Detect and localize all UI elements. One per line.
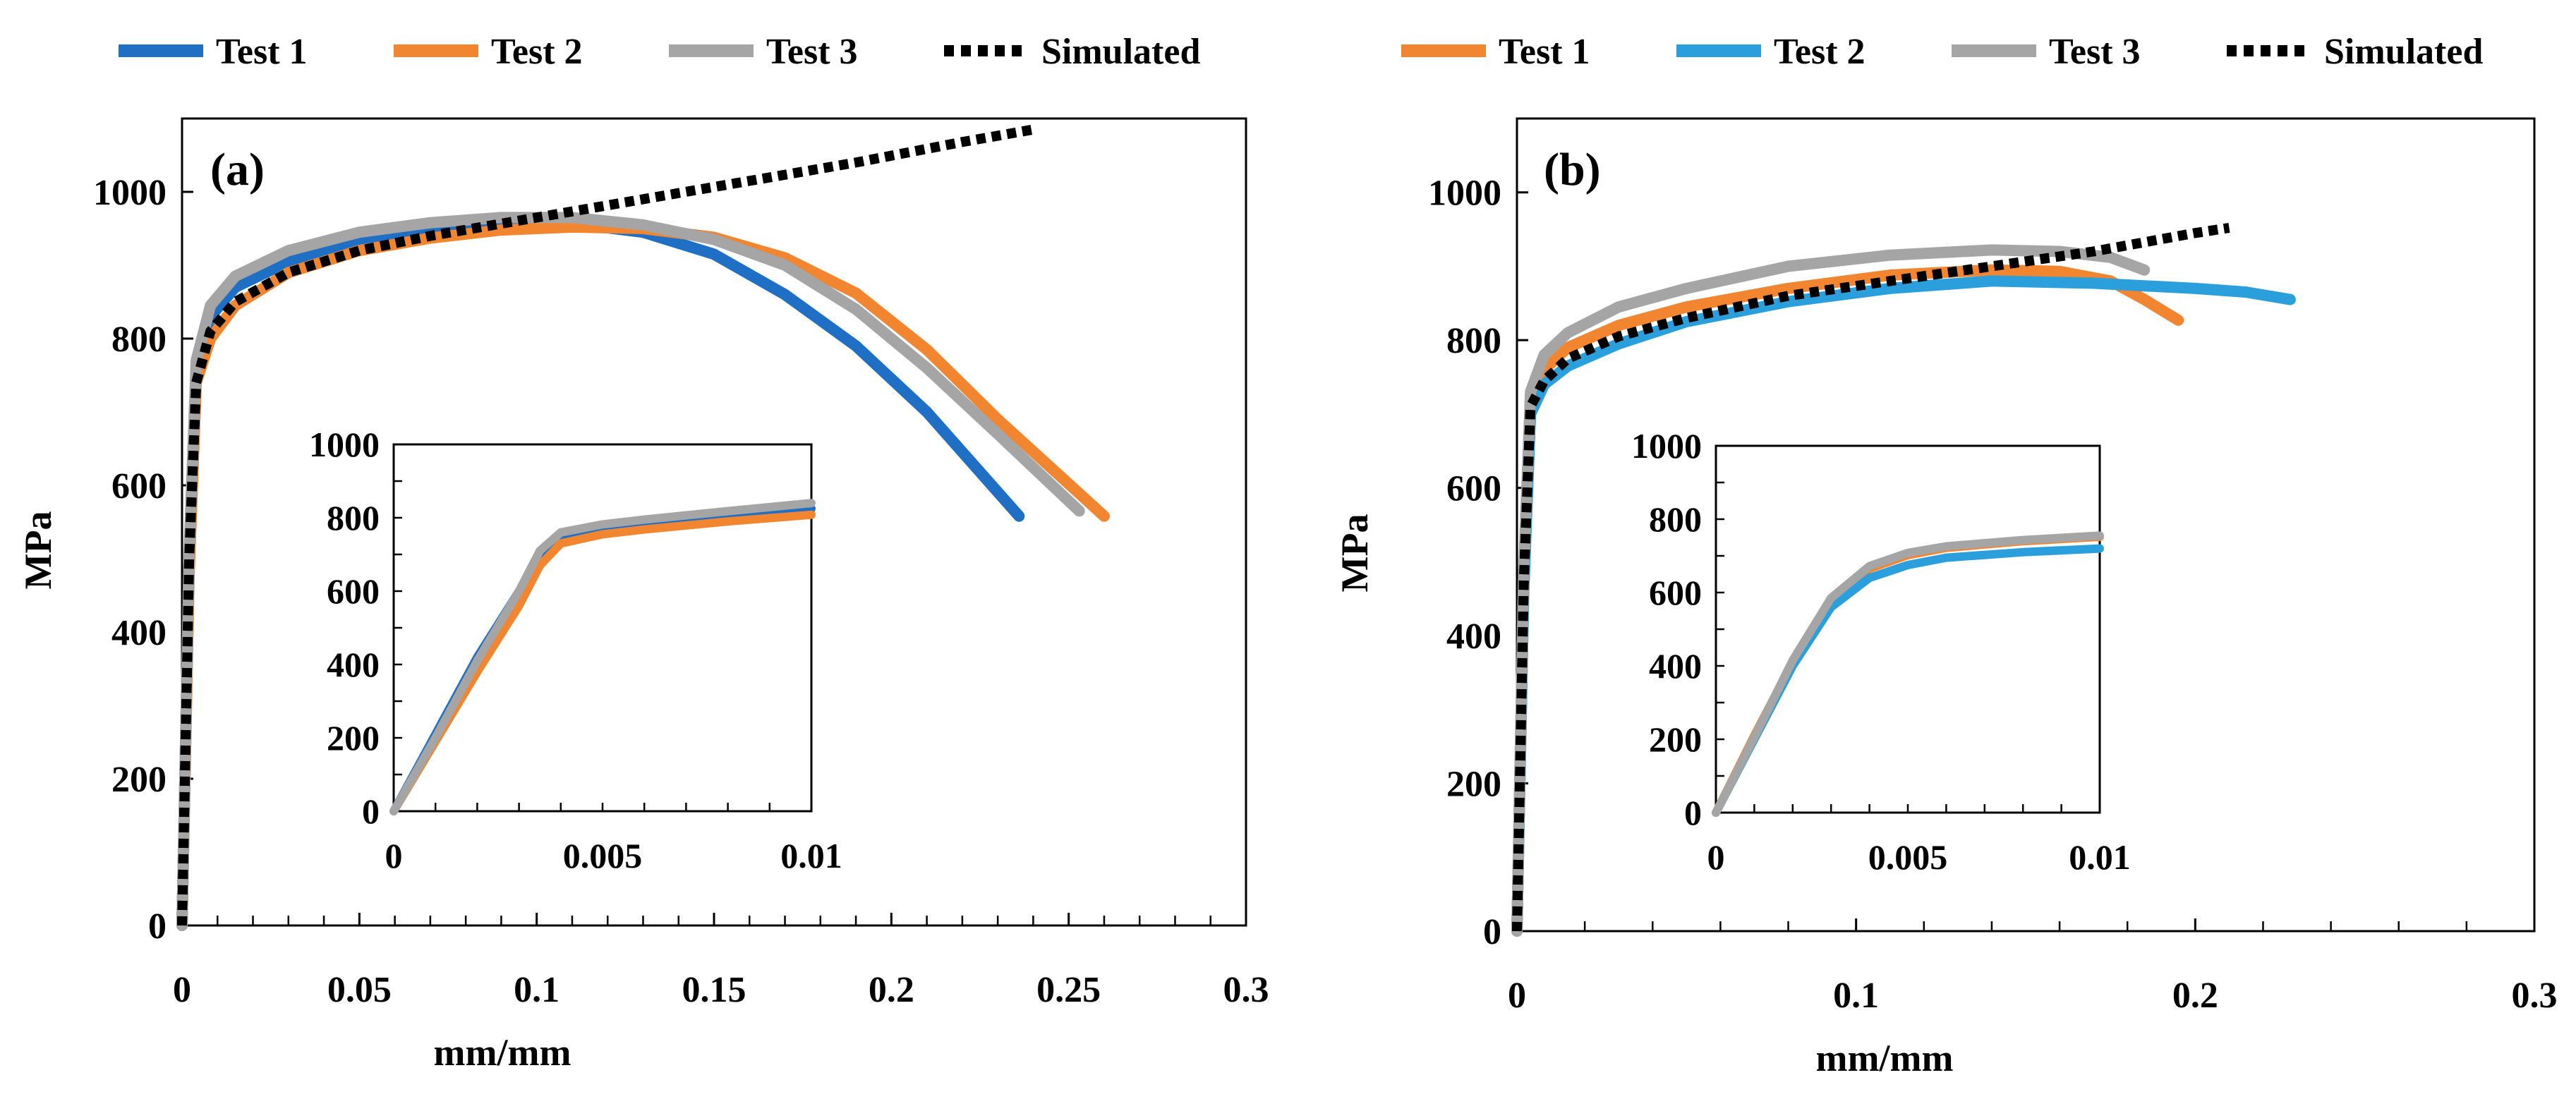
legend-label: Test 2 bbox=[1774, 32, 1866, 72]
legend-label: Simulated bbox=[2324, 32, 2483, 72]
plot-frame bbox=[1516, 117, 2536, 933]
y-tick-label: 1000 bbox=[93, 173, 167, 213]
inset-x-tick-label: 0.01 bbox=[780, 836, 842, 875]
inset-y-tick-label: 800 bbox=[327, 498, 380, 538]
inset-x-tick-label: 0.01 bbox=[2069, 837, 2131, 877]
inset-frame bbox=[392, 443, 813, 813]
inset-y-tick-label: 200 bbox=[1649, 720, 1702, 759]
x-tick-label: 0.2 bbox=[869, 970, 914, 1010]
y-tick-label: 600 bbox=[111, 466, 167, 506]
series-line-simulated-top bbox=[1512, 223, 2230, 932]
inset-series-line-test-3 bbox=[389, 499, 816, 815]
series-line-test-3 bbox=[176, 212, 1085, 931]
inset-x-tick-label: 0.005 bbox=[1868, 837, 1948, 877]
inset-y-tick-label: 200 bbox=[327, 718, 380, 758]
x-tick-label: 0 bbox=[173, 970, 191, 1010]
series-line-test-2 bbox=[176, 221, 1110, 931]
chart-panel-b: Test 1 Test 2 Test 3 Simulated 0 0.1 0.2 0.3 0 20… bbox=[1334, 32, 2558, 1079]
inset-y-tick-label: 600 bbox=[1649, 573, 1702, 612]
y-tick-label: 200 bbox=[111, 760, 167, 800]
x-tick-label: 0.2 bbox=[2172, 976, 2218, 1016]
x-tick-label: 0.25 bbox=[1036, 970, 1101, 1010]
panel-label: (b) bbox=[1544, 144, 1601, 195]
x-tick-label: 0.3 bbox=[1223, 970, 1269, 1010]
y-tick-label: 0 bbox=[1483, 912, 1501, 952]
x-axis-label: mm/mm bbox=[1816, 1037, 1954, 1079]
x-tick-label: 0.3 bbox=[2512, 976, 2558, 1016]
inset-y-tick-label: 0 bbox=[362, 791, 380, 831]
inset-x-tick-label: 0 bbox=[385, 836, 403, 875]
series-line-simulated-top bbox=[177, 124, 1034, 926]
x-tick-label: 0.05 bbox=[327, 970, 392, 1010]
inset-x-tick-label: 0 bbox=[1707, 837, 1725, 877]
legend-label: Test 1 bbox=[216, 32, 308, 72]
y-tick-label: 400 bbox=[1446, 617, 1501, 657]
inset-x-tick-label: 0.005 bbox=[563, 836, 643, 875]
y-tick-label: 0 bbox=[148, 906, 167, 947]
y-tick-label: 800 bbox=[111, 320, 167, 360]
inset-y-tick-label: 0 bbox=[1684, 793, 1702, 832]
legend-label: Test 1 bbox=[1499, 32, 1590, 72]
inset-y-tick-label: 600 bbox=[327, 571, 380, 611]
panel-label: (a) bbox=[210, 144, 265, 195]
y-tick-label: 600 bbox=[1446, 469, 1501, 509]
x-tick-label: 0.15 bbox=[682, 970, 746, 1010]
x-tick-label: 0.1 bbox=[1833, 976, 1879, 1016]
legend-label: Test 2 bbox=[491, 32, 583, 72]
x-axis-label: mm/mm bbox=[434, 1031, 572, 1074]
inset-y-tick-label: 400 bbox=[1649, 646, 1702, 686]
chart-panel-a: Test 1 Test 2 Test 3 Simulated 0 0.05 0.1 0.15 0… bbox=[17, 32, 1269, 1074]
legend-label: Test 3 bbox=[766, 32, 858, 72]
y-axis-label: MPa bbox=[1334, 514, 1376, 593]
inset-y-tick-label: 800 bbox=[1649, 499, 1702, 539]
inset-frame bbox=[1715, 444, 2101, 814]
x-tick-label: 0 bbox=[1508, 976, 1526, 1016]
inset-y-tick-label: 400 bbox=[327, 645, 380, 684]
inset-series-line-test-3 bbox=[1712, 531, 2104, 817]
y-tick-label: 400 bbox=[111, 613, 167, 653]
y-tick-label: 200 bbox=[1446, 765, 1501, 805]
legend-label: Test 3 bbox=[2049, 32, 2141, 72]
y-tick-label: 800 bbox=[1446, 321, 1501, 361]
y-tick-label: 1000 bbox=[1428, 174, 1501, 214]
y-axis-label: MPa bbox=[17, 511, 59, 590]
x-tick-label: 0.1 bbox=[514, 970, 560, 1010]
legend-label: Simulated bbox=[1041, 32, 1200, 72]
inset-y-tick-label: 1000 bbox=[1631, 426, 1702, 466]
inset-y-tick-label: 1000 bbox=[309, 425, 380, 464]
